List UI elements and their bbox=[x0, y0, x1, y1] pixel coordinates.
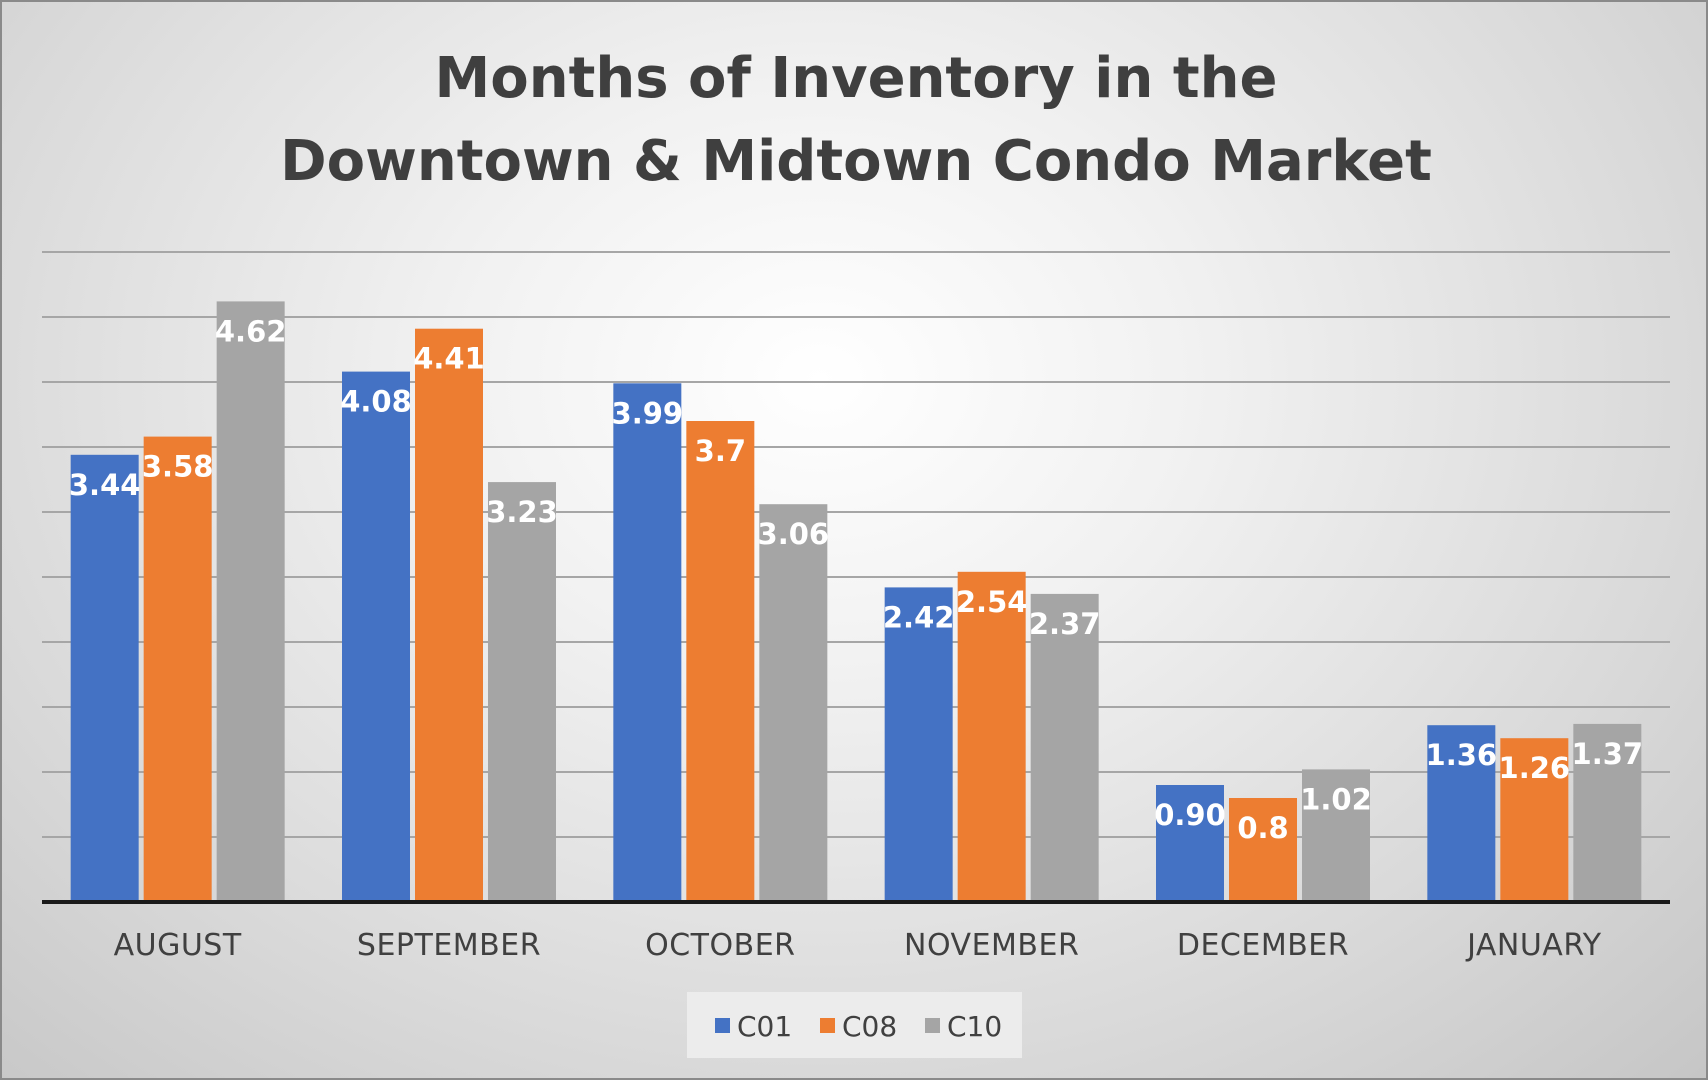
data-label-c10: 1.02 bbox=[1300, 782, 1372, 816]
data-label-c10: 4.62 bbox=[215, 314, 287, 348]
bar-c01 bbox=[71, 455, 139, 902]
data-label-c08: 0.8 bbox=[1237, 811, 1288, 845]
category-label: SEPTEMBER bbox=[357, 928, 541, 963]
data-label-c08: 2.54 bbox=[956, 585, 1028, 619]
data-label-c08: 3.58 bbox=[142, 450, 214, 484]
data-label-c08: 1.26 bbox=[1499, 751, 1571, 785]
chart-container: Months of Inventory in the Downtown & Mi… bbox=[0, 0, 1708, 1080]
bar-c01 bbox=[885, 587, 953, 902]
legend-swatch-c10 bbox=[925, 1018, 940, 1033]
data-label-c01: 3.44 bbox=[69, 468, 141, 502]
category-label: AUGUST bbox=[114, 928, 242, 963]
bar-c10 bbox=[488, 482, 556, 902]
legend-swatch-c08 bbox=[820, 1018, 835, 1033]
category-label: DECEMBER bbox=[1177, 928, 1349, 963]
data-labels: 3.443.584.624.084.413.233.993.73.062.42 2… bbox=[69, 314, 1643, 845]
bar-c08 bbox=[144, 437, 212, 902]
chart-title-line-1: Months of Inventory in the bbox=[435, 46, 1278, 111]
data-label-c10: 3.23 bbox=[486, 495, 558, 529]
data-label-c01: 2.42 bbox=[883, 600, 955, 634]
category-label: NOVEMBER bbox=[904, 928, 1079, 963]
bar-c01 bbox=[342, 372, 410, 902]
category-labels: AUGUST SEPTEMBER OCTOBER NOVEMBER DECEMBER JA… bbox=[114, 928, 1602, 963]
data-label-c10: 2.37 bbox=[1029, 607, 1101, 641]
data-label-c01: 4.08 bbox=[340, 385, 412, 419]
legend-label-c08: C08 bbox=[842, 1010, 897, 1043]
chart-title-line-2: Downtown & Midtown Condo Market bbox=[280, 129, 1432, 194]
legend: C01 C08 C10 bbox=[687, 992, 1022, 1058]
legend-label-c01: C01 bbox=[737, 1010, 792, 1043]
data-label-c10: 1.37 bbox=[1572, 737, 1644, 771]
bar-c10 bbox=[217, 301, 285, 902]
bar-chart: Months of Inventory in the Downtown & Mi… bbox=[2, 2, 1708, 1082]
category-label: JANUARY bbox=[1465, 928, 1602, 963]
bars bbox=[71, 301, 1642, 902]
data-label-c01: 0.90 bbox=[1154, 798, 1226, 832]
data-label-c01: 3.99 bbox=[612, 396, 684, 430]
bar-c08 bbox=[686, 421, 754, 902]
data-label-c01: 1.36 bbox=[1426, 738, 1498, 772]
bar-c08 bbox=[415, 329, 483, 902]
data-label-c08: 4.41 bbox=[413, 342, 485, 376]
bar-c10 bbox=[759, 504, 827, 902]
legend-label-c10: C10 bbox=[947, 1010, 1002, 1043]
bar-c08 bbox=[958, 572, 1026, 902]
category-label: OCTOBER bbox=[645, 928, 795, 963]
legend-swatch-c01 bbox=[715, 1018, 730, 1033]
data-label-c08: 3.7 bbox=[695, 434, 746, 468]
data-label-c10: 3.06 bbox=[758, 517, 830, 551]
bar-c01 bbox=[613, 383, 681, 902]
